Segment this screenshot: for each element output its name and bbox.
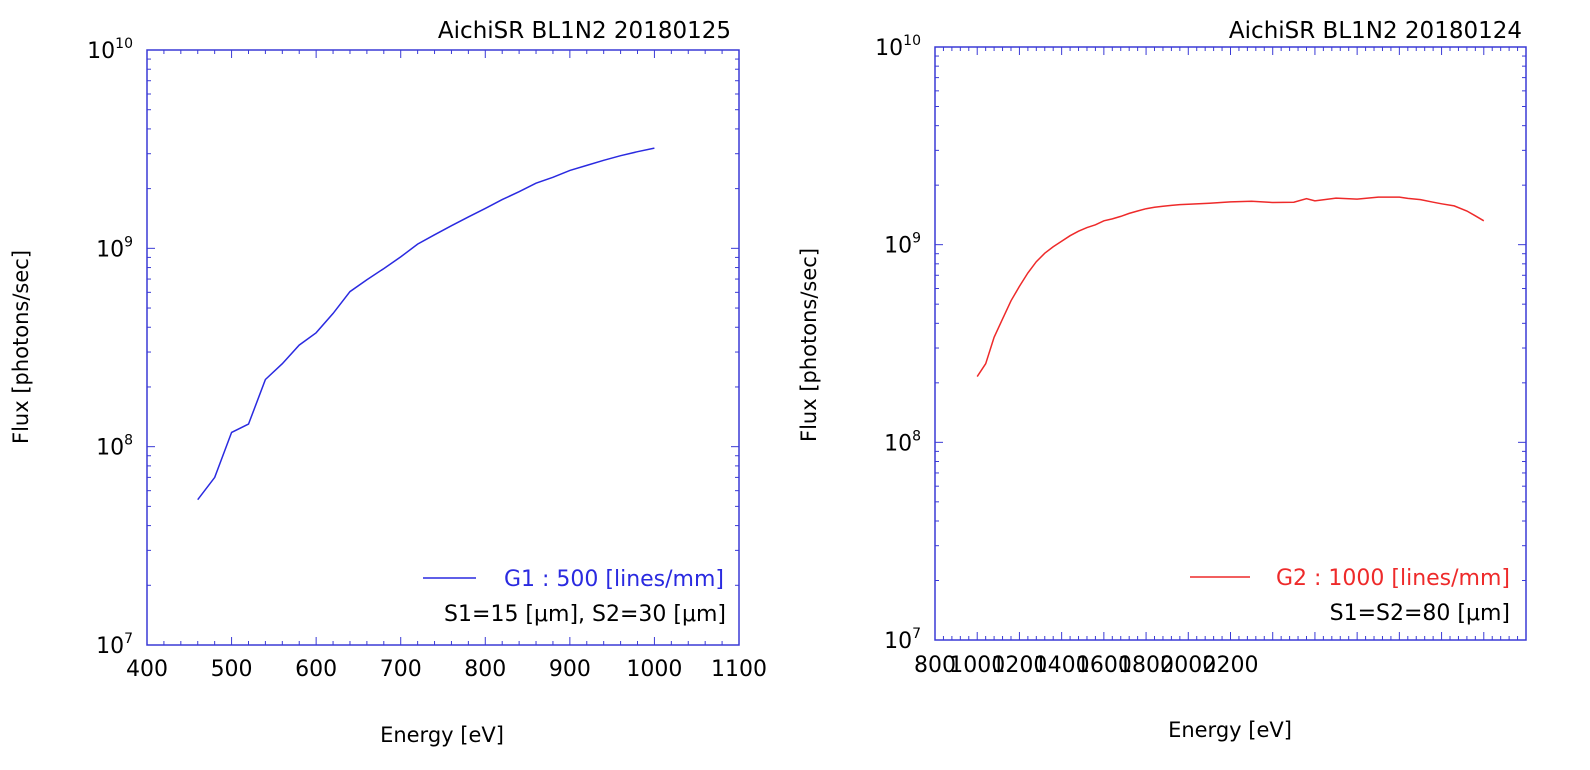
tick-marks bbox=[146, 49, 740, 646]
y-axis-label: Flux [photons/sec] bbox=[9, 250, 33, 444]
y-tick-label: 109 bbox=[884, 231, 921, 259]
x-tick-label: 1100 bbox=[711, 657, 767, 682]
y-tick-label: 1010 bbox=[875, 33, 921, 61]
y-tick-label: 1010 bbox=[87, 36, 133, 64]
y-tick-label: 109 bbox=[96, 234, 133, 262]
chart-title: AichiSR BL1N2 20180125 bbox=[438, 18, 731, 44]
x-tick-label: 1600 bbox=[1076, 653, 1132, 678]
legend-label: G2 : 1000 [lines/mm] bbox=[1276, 566, 1510, 591]
y-tick-label: 107 bbox=[96, 631, 133, 659]
x-tick-label: 1200 bbox=[991, 653, 1047, 678]
chart-right: AichiSR BL1N2 20180124 Energy [eV] Flux … bbox=[797, 18, 1527, 742]
plot-frame bbox=[146, 49, 740, 646]
x-tick-label: 1000 bbox=[626, 657, 682, 682]
y-tick-labels: 107 108 109 1010 bbox=[87, 36, 133, 659]
legend-label: G1 : 500 [lines/mm] bbox=[504, 567, 724, 592]
x-tick-label: 500 bbox=[211, 657, 253, 682]
series-line-g2 bbox=[976, 196, 1485, 378]
x-axis-label: Energy [eV] bbox=[380, 723, 504, 747]
plot-frame bbox=[934, 46, 1527, 641]
y-tick-label: 108 bbox=[884, 428, 921, 456]
x-axis-label: Energy [eV] bbox=[1168, 718, 1292, 742]
x-tick-label: 2000 bbox=[1160, 653, 1216, 678]
x-tick-label: 600 bbox=[295, 657, 337, 682]
x-tick-label: 2200 bbox=[1203, 653, 1259, 678]
slit-annotation: S1=S2=80 [μm] bbox=[1330, 601, 1510, 626]
y-tick-label: 108 bbox=[96, 433, 133, 461]
x-tick-label: 800 bbox=[914, 653, 956, 678]
y-tick-label: 107 bbox=[884, 626, 921, 654]
y-tick-labels: 107 108 109 1010 bbox=[875, 33, 921, 654]
chart-left: AichiSR BL1N2 20180125 Energy [eV] Flux … bbox=[9, 18, 767, 747]
slit-annotation: S1=15 [μm], S2=30 [μm] bbox=[444, 602, 726, 627]
x-tick-label: 1000 bbox=[949, 653, 1005, 678]
series-line-g1 bbox=[197, 147, 655, 501]
x-tick-label: 1400 bbox=[1034, 653, 1090, 678]
x-tick-label: 400 bbox=[126, 657, 168, 682]
tick-marks bbox=[934, 46, 1527, 641]
x-tick-label: 900 bbox=[549, 657, 591, 682]
x-tick-label: 700 bbox=[380, 657, 422, 682]
x-tick-label: 800 bbox=[464, 657, 506, 682]
y-axis-label: Flux [photons/sec] bbox=[797, 248, 821, 442]
x-tick-label: 1800 bbox=[1118, 653, 1174, 678]
x-tick-labels: 400 500 600 700 800 900 1000 1100 bbox=[126, 657, 767, 682]
chart-title: AichiSR BL1N2 20180124 bbox=[1229, 18, 1522, 44]
